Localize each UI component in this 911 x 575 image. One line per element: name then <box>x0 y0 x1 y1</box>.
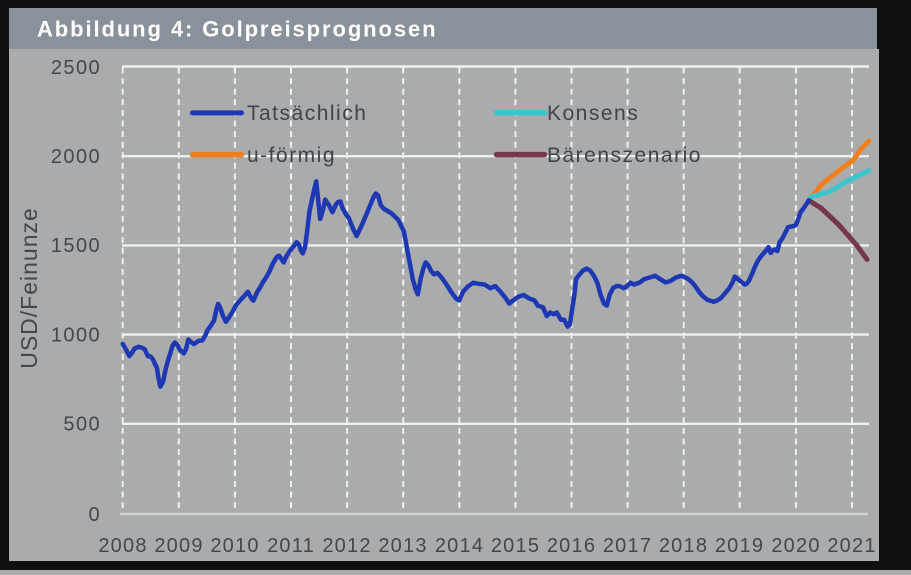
svg-text:2019: 2019 <box>715 535 764 557</box>
svg-text:2009: 2009 <box>154 535 203 557</box>
svg-text:2500: 2500 <box>51 57 101 79</box>
svg-text:2016: 2016 <box>547 535 596 557</box>
svg-text:1500: 1500 <box>51 235 101 257</box>
svg-text:0: 0 <box>88 504 101 526</box>
svg-text:2013: 2013 <box>378 535 427 557</box>
svg-text:2010: 2010 <box>210 535 259 557</box>
svg-text:2014: 2014 <box>435 535 484 557</box>
svg-text:2015: 2015 <box>491 535 540 557</box>
svg-text:2012: 2012 <box>322 535 371 557</box>
svg-text:2021: 2021 <box>827 535 876 557</box>
svg-text:USD/Feinunze: USD/Feinunze <box>16 207 42 369</box>
svg-text:2020: 2020 <box>771 535 820 557</box>
svg-text:Bärenszenario: Bärenszenario <box>547 144 702 167</box>
svg-text:2017: 2017 <box>603 535 652 557</box>
svg-text:2018: 2018 <box>659 535 708 557</box>
svg-text:Konsens: Konsens <box>547 102 639 125</box>
svg-text:Tatsächlich: Tatsächlich <box>247 102 367 125</box>
svg-text:2000: 2000 <box>51 146 101 168</box>
svg-text:500: 500 <box>63 414 101 436</box>
svg-text:u-förmig: u-förmig <box>247 144 336 167</box>
svg-text:2008: 2008 <box>98 535 147 557</box>
svg-text:1000: 1000 <box>51 324 101 346</box>
svg-text:Abbildung 4: Golpreisprognosen: Abbildung 4: Golpreisprognosen <box>37 17 437 42</box>
svg-text:2011: 2011 <box>267 535 315 557</box>
